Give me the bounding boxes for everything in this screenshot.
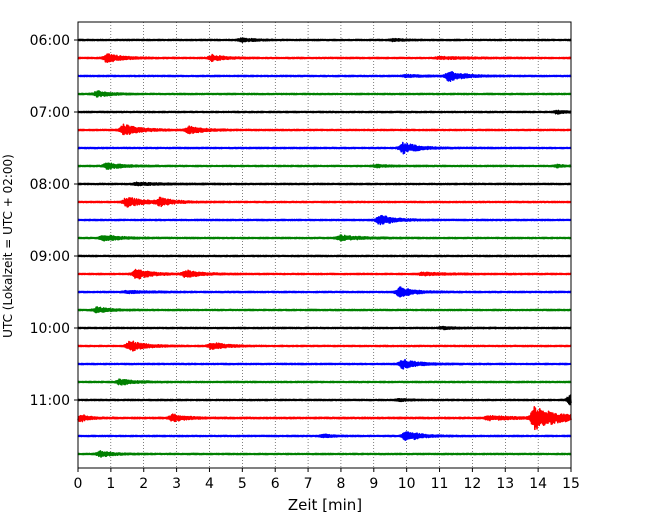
y-tick-label: 10:00	[30, 321, 70, 337]
trace-0600	[77, 37, 572, 43]
x-tick-label: 7	[304, 476, 313, 492]
y-tick-label: 08:00	[30, 177, 70, 193]
trace-1130	[77, 431, 572, 441]
y-tick-label: 07:00	[30, 105, 70, 121]
x-tick-label: 1	[106, 476, 115, 492]
trace-0630	[77, 71, 572, 82]
y-tick-label: 11:00	[30, 393, 70, 409]
trace-0730	[77, 141, 572, 155]
x-tick-label: 3	[172, 476, 181, 492]
x-tick-label: 5	[238, 476, 247, 492]
trace-group	[77, 37, 572, 458]
x-tick-label: 14	[529, 476, 547, 492]
y-tick-label: 09:00	[30, 249, 70, 265]
trace-0915	[77, 268, 572, 280]
trace-1045	[77, 378, 572, 386]
y-tick-label: 06:00	[30, 33, 70, 49]
trace-0745	[77, 162, 572, 170]
x-tick-label: 0	[74, 476, 83, 492]
x-tick-label: 6	[271, 476, 280, 492]
trace-0815	[77, 196, 572, 208]
x-axis-label: Zeit [min]	[288, 496, 362, 514]
trace-0645	[77, 90, 572, 98]
y-axis-ticks: 06:00 07:00 08:00 09:00 10:00 11:00	[30, 33, 78, 409]
trace-0845	[77, 234, 572, 242]
trace-0830	[77, 214, 572, 226]
trace-1000	[77, 325, 572, 331]
x-tick-label: 15	[562, 476, 580, 492]
x-axis-ticks: 0 1 2 3 4 5 6 7 8 9 10 11 12 13 14 15	[74, 468, 580, 492]
trace-1100	[77, 394, 572, 406]
trace-0945	[77, 306, 572, 314]
x-tick-label: 9	[369, 476, 378, 492]
trace-0700	[77, 109, 572, 115]
x-tick-label: 8	[336, 476, 345, 492]
trace-0615	[77, 53, 572, 63]
x-tick-label: 4	[205, 476, 214, 492]
trace-0900	[77, 254, 572, 258]
x-tick-label: 13	[496, 476, 514, 492]
trace-1115	[77, 406, 572, 431]
trace-0800	[77, 181, 572, 187]
grid-lines	[110, 22, 539, 468]
trace-0930	[77, 286, 572, 298]
trace-1015	[77, 340, 572, 352]
x-tick-label: 2	[139, 476, 148, 492]
x-tick-label: 11	[431, 476, 449, 492]
x-tick-label: 12	[463, 476, 481, 492]
trace-1030	[77, 358, 572, 370]
trace-1145	[77, 450, 572, 458]
y-axis-label: UTC (Lokalzeit = UTC + 02:00)	[1, 154, 15, 338]
trace-0715	[77, 123, 572, 136]
plot-frame	[77, 21, 572, 469]
x-tick-label: 10	[398, 476, 416, 492]
